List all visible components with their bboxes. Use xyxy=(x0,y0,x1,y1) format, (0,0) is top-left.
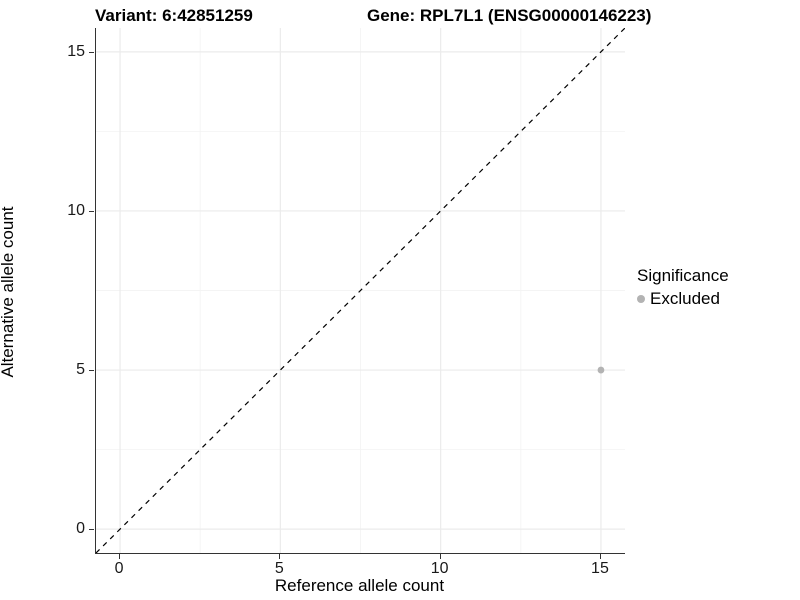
x-tick-mark xyxy=(279,554,281,559)
x-tick-mark xyxy=(599,554,601,559)
y-tick-label: 10 xyxy=(67,201,85,219)
y-tick-mark xyxy=(89,51,94,53)
scatter-plot-canvas xyxy=(96,28,625,553)
plot-panel xyxy=(95,28,625,554)
x-tick-label: 5 xyxy=(274,560,284,577)
y-tick-mark xyxy=(89,529,94,531)
plot-title-variant: Variant: 6:42851259 xyxy=(95,6,253,25)
x-axis-label: Reference allele count xyxy=(274,576,445,595)
legend-point-icon xyxy=(637,295,645,303)
y-tick-mark xyxy=(89,210,94,212)
legend-items: Excluded xyxy=(637,289,729,309)
y-tick-label: 0 xyxy=(76,520,85,538)
legend: Significance Excluded xyxy=(637,266,729,309)
y-tick-label: 15 xyxy=(67,42,85,60)
legend-title: Significance xyxy=(637,266,729,285)
legend-item-excluded: Excluded xyxy=(637,289,729,309)
x-tick-label: 0 xyxy=(114,560,124,577)
data-point-excluded xyxy=(597,366,605,374)
y-tick-mark xyxy=(89,370,94,372)
x-tick-mark xyxy=(119,554,121,559)
x-tick-label: 10 xyxy=(430,560,449,577)
y-axis-label: Alternative allele count xyxy=(0,206,17,378)
x-tick-label: 15 xyxy=(591,560,609,577)
plot-title-gene: Gene: RPL7L1 (ENSG00000146223) xyxy=(367,6,652,25)
identity-line xyxy=(96,28,625,553)
y-tick-label: 5 xyxy=(76,361,85,379)
x-tick-mark xyxy=(439,554,441,559)
legend-item-label: Excluded xyxy=(650,289,720,308)
